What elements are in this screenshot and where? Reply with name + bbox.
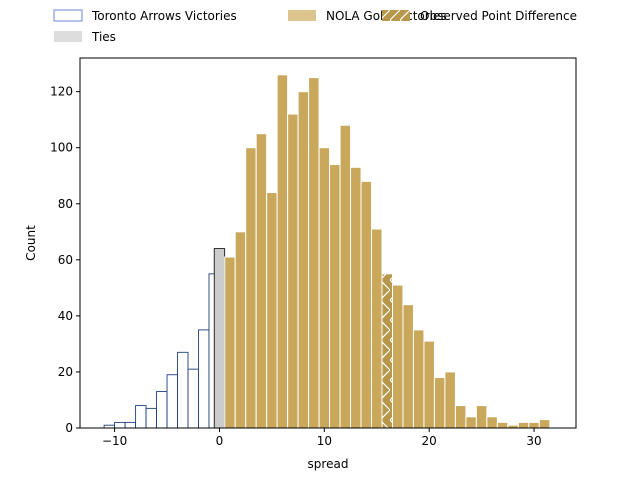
bar-2-8 xyxy=(308,77,320,429)
x-axis: −10 0 10 20 30 xyxy=(102,428,542,448)
bar-0-9 xyxy=(198,329,210,429)
bar-2-16 xyxy=(391,284,404,429)
bar-2-24 xyxy=(475,405,488,429)
legend-label-0: Toronto Arrows Victories xyxy=(91,9,237,23)
bar-2-26 xyxy=(496,421,509,429)
y-axis: 0 20 40 60 80 100 120 xyxy=(50,85,80,435)
bar-2-2 xyxy=(245,147,257,429)
bar-0-1 xyxy=(114,421,126,429)
bar-2-18 xyxy=(412,329,425,429)
legend-swatch-3 xyxy=(382,10,410,21)
bar-2-21 xyxy=(444,371,456,429)
bar-2-30 xyxy=(538,419,551,429)
bar-2-11 xyxy=(339,124,352,429)
bar-3-0 xyxy=(381,273,393,429)
bar-2-28 xyxy=(517,421,530,429)
bar-2-17 xyxy=(402,304,414,429)
bar-2-6 xyxy=(287,113,299,429)
bar-0-7 xyxy=(177,351,189,429)
x-tick-label-3: 20 xyxy=(422,434,437,448)
bar-0-3 xyxy=(135,405,147,429)
bar-0-2 xyxy=(124,421,137,429)
bar-0-5 xyxy=(156,391,168,429)
legend-swatch-1 xyxy=(54,31,82,42)
bar-2-0 xyxy=(224,256,236,429)
bar-2-23 xyxy=(465,416,477,429)
y-tick-label-1: 20 xyxy=(58,365,73,379)
legend-swatch-0 xyxy=(53,9,83,22)
y-tick-label-3: 60 xyxy=(58,253,73,267)
plot-frame xyxy=(79,57,577,429)
bar-2-10 xyxy=(329,164,341,429)
bar-1-0 xyxy=(213,248,226,429)
x-tick-label-4: 30 xyxy=(526,434,541,448)
legend-label-3: Observed Point Difference xyxy=(420,9,577,23)
y-tick-label-2: 40 xyxy=(58,309,73,323)
bar-0-8 xyxy=(187,368,199,429)
bar-2-12 xyxy=(350,166,362,429)
x-tick-label-2: 10 xyxy=(317,434,332,448)
bar-2-4 xyxy=(266,192,278,429)
bar-2-20 xyxy=(433,377,446,429)
bar-2-13 xyxy=(360,180,373,429)
bar-2-22 xyxy=(454,405,467,429)
bar-2-9 xyxy=(318,147,331,429)
x-axis-label: spread xyxy=(308,457,349,471)
y-tick-label-0: 0 xyxy=(65,421,73,435)
bar-0-6 xyxy=(166,374,178,429)
bar-2-29 xyxy=(528,421,540,429)
x-tick-label-1: 0 xyxy=(216,434,224,448)
y-tick-label-4: 80 xyxy=(58,197,73,211)
y-axis-label: Count xyxy=(24,225,38,261)
y-tick-label-6: 120 xyxy=(50,85,73,99)
bar-0-4 xyxy=(145,407,157,429)
legend-label-1: Ties xyxy=(91,30,116,44)
bar-2-1 xyxy=(234,231,247,429)
legend-swatch-2 xyxy=(288,10,316,21)
y-tick-label-5: 100 xyxy=(50,141,73,155)
bar-2-3 xyxy=(255,133,268,429)
bar-2-5 xyxy=(276,74,289,429)
bar-2-25 xyxy=(486,416,498,429)
bar-2-14 xyxy=(371,228,383,429)
bar-2-7 xyxy=(297,91,310,429)
bars-group xyxy=(103,74,551,429)
bar-2-19 xyxy=(423,340,435,429)
x-tick-label-0: −10 xyxy=(102,434,127,448)
